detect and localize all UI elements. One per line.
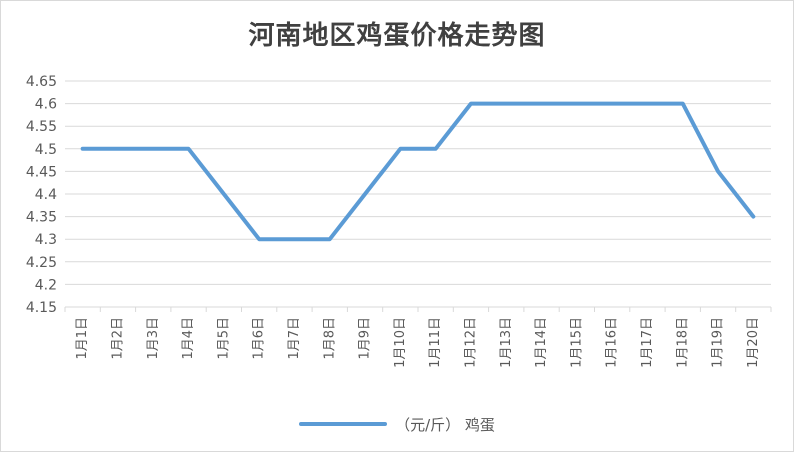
y-tick-label: 4.5 (35, 142, 57, 158)
x-tick-label: 1月13日 (499, 317, 514, 368)
x-tick-label: 1月5日 (216, 317, 231, 360)
y-tick-label: 4.65 (26, 74, 57, 90)
x-tick-label: 1月6日 (252, 317, 267, 360)
x-tick-label: 1月15日 (569, 317, 584, 368)
y-tick-label: 4.35 (26, 210, 57, 226)
x-tick-label: 1月9日 (358, 317, 373, 360)
legend: （元/斤） 鸡蛋 (1, 412, 793, 436)
x-axis-tick-labels: 1月1日 1月2日 1月3日 1月4日 1月5日 1月6日 1月7日 1月8日 1月9日 1月10… (75, 317, 761, 368)
x-tick-label: 1月3日 (146, 317, 161, 360)
x-tick-label: 1月1日 (75, 317, 90, 360)
x-tick-label: 1月18日 (675, 317, 690, 368)
y-tick-label: 4.45 (26, 164, 57, 180)
x-tick-label: 1月19日 (711, 317, 726, 368)
y-tick-label: 4.3 (35, 232, 57, 248)
x-tick-label: 1月17日 (640, 317, 655, 368)
legend-label: （元/斤） 鸡蛋 (395, 415, 495, 434)
x-tick-label: 1月11日 (428, 317, 443, 368)
y-tick-label: 4.6 (35, 97, 57, 113)
x-tick-label: 1月12日 (463, 317, 478, 368)
x-tick-label: 1月20日 (746, 317, 761, 368)
x-tick-label: 1月2日 (110, 317, 125, 360)
series-line (80, 101, 756, 242)
x-tick-label: 1月14日 (534, 317, 549, 368)
chart-title: 河南地区鸡蛋价格走势图 (248, 21, 546, 51)
x-tick-label: 1月16日 (605, 317, 620, 368)
x-tick-label: 1月7日 (287, 317, 302, 360)
y-tick-label: 4.2 (35, 277, 57, 293)
x-tick-label: 1月10日 (393, 317, 408, 368)
y-tick-label: 4.55 (26, 119, 57, 135)
y-axis-tick-labels: 4.15 4.2 4.25 4.3 4.35 4.4 4.45 4.5 4.55 4.6 4.65 (26, 74, 57, 316)
series-layer (80, 101, 756, 242)
x-tick-label: 1月4日 (181, 317, 196, 360)
gridlines (65, 80, 771, 308)
y-tick-label: 4.15 (26, 300, 57, 316)
axes (64, 307, 772, 312)
legend-line-marker (299, 422, 388, 426)
y-tick-label: 4.4 (35, 187, 57, 203)
x-tick-label: 1月8日 (322, 317, 337, 360)
y-tick-label: 4.25 (26, 255, 57, 271)
